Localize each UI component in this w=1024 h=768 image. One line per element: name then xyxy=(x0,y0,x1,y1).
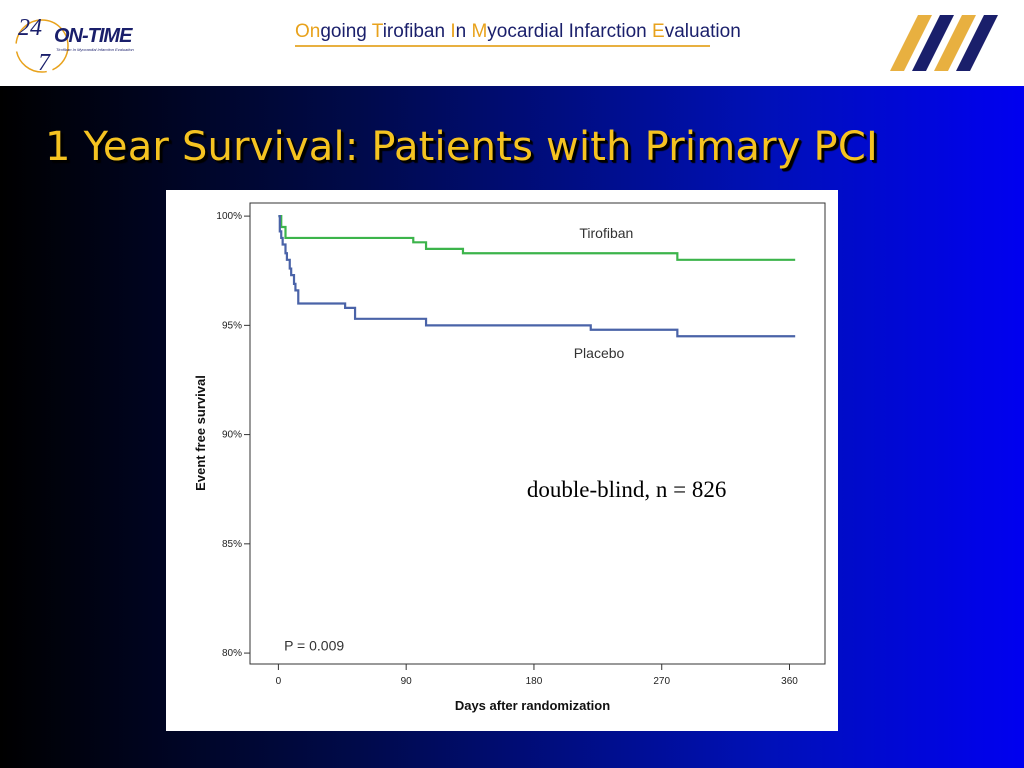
slide-header: 24 7 ON-TIME Tirofiban In Myocardial Inf… xyxy=(0,0,1024,86)
x-tick-label: 270 xyxy=(653,676,670,687)
series-line-placebo xyxy=(278,215,796,338)
slide-title: 1 Year Survival: Patients with Primary P… xyxy=(45,124,878,170)
header-title-text: n xyxy=(455,21,472,42)
p-value-annotation: P = 0.009 xyxy=(284,638,344,654)
header-title-accent-letter: E xyxy=(652,21,665,42)
header-underline xyxy=(295,45,710,47)
x-axis-label: Days after randomization xyxy=(455,698,610,713)
plot-frame xyxy=(249,202,826,665)
series-label: Placebo xyxy=(574,345,625,361)
y-tick-label: 80% xyxy=(222,648,242,659)
series-line-tirofiban xyxy=(278,215,796,261)
on-time-logo: 24 7 ON-TIME Tirofiban In Myocardial Inf… xyxy=(15,15,135,76)
header-title-text: irofiban xyxy=(382,21,451,42)
survival-chart: 80% 85% 90% 95% 100% 0 90 180 270 360 Days after r… xyxy=(193,202,826,713)
header-title-accent-letter: M xyxy=(471,21,488,42)
y-tick-label: 100% xyxy=(216,211,242,222)
series-label: Tirofiban xyxy=(579,225,633,241)
x-tick-label: 180 xyxy=(526,676,543,687)
y-tick-label: 95% xyxy=(222,320,242,331)
chart-panel: 80% 85% 90% 95% 100% 0 90 180 270 360 Days after r… xyxy=(166,190,838,731)
logo-subtext: Tirofiban In Myocardial Infarction Evalu… xyxy=(56,47,135,52)
header-title-text: yocardial Infarction xyxy=(487,21,653,42)
header-title-text: going xyxy=(320,21,372,42)
header-stripes-graphic xyxy=(890,15,998,71)
logo-number-top: 24 xyxy=(18,15,42,41)
y-tick-label: 90% xyxy=(222,430,242,441)
x-tick-label: 0 xyxy=(276,676,282,687)
logo-number-bottom: 7 xyxy=(38,50,51,76)
header-title-accent-letter: I xyxy=(450,21,456,42)
header-title-text: valuation xyxy=(664,21,741,42)
logo-text: ON-TIME xyxy=(54,25,133,47)
x-tick-label: 360 xyxy=(781,676,798,687)
y-tick-label: 85% xyxy=(222,539,242,550)
study-note-annotation: double-blind, n = 826 xyxy=(527,477,727,502)
header-title-accent-letter: On xyxy=(295,21,321,42)
y-axis-label: Event free survival xyxy=(193,375,208,491)
x-tick-label: 90 xyxy=(401,676,413,687)
header-title-accent-letter: T xyxy=(371,21,383,42)
header-title: Ongoing Tirofiban In Myocardial Infarcti… xyxy=(295,21,741,43)
